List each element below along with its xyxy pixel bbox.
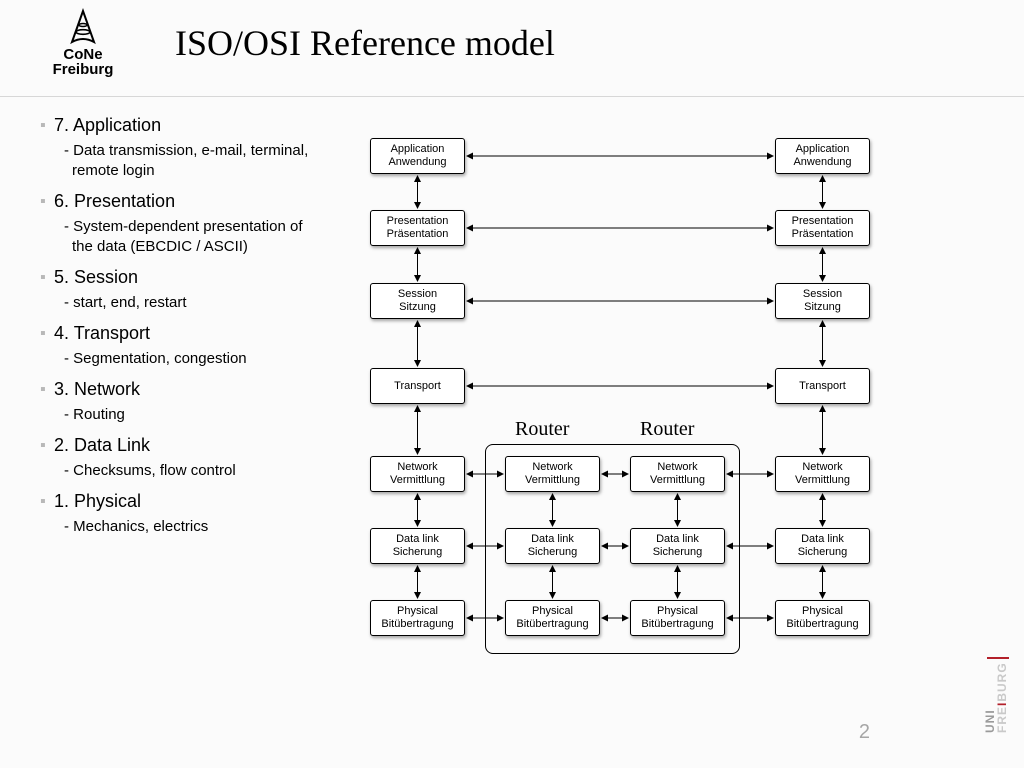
slide-title: ISO/OSI Reference model [175, 22, 555, 64]
layer-name: 2. Data Link [54, 435, 150, 455]
osi-node-phy: PhysicalBitübertragung [775, 600, 870, 636]
svg-text:FREIBURG: FREIBURG [995, 662, 1009, 733]
layer-list: ▪7. Application- Data transmission, e-ma… [40, 115, 320, 537]
layer-list-item: ▪1. Physical- Mechanics, electrics [40, 491, 320, 537]
osi-node-net: NetworkVermittlung [630, 456, 725, 492]
slide-header: CoNe Freiburg ISO/OSI Reference model [0, 0, 1024, 97]
layer-list-item: ▪6. Presentation- System-dependent prese… [40, 191, 320, 257]
layer-desc: - Data transmission, e-mail, terminal, r… [40, 141, 320, 181]
layer-desc: - Segmentation, congestion [40, 349, 320, 369]
osi-node-dl: Data linkSicherung [775, 528, 870, 564]
uni-freiburg-logo: UNI FREIBURG [984, 633, 1012, 748]
osi-node-app: ApplicationAnwendung [370, 138, 465, 174]
layer-name: 7. Application [54, 115, 161, 135]
osi-node-tran: Transport [775, 368, 870, 404]
router-label: Router [515, 418, 569, 441]
osi-diagram: Router Router ApplicationAnwendung Presenta… [350, 128, 890, 674]
osi-node-tran: Transport [370, 368, 465, 404]
layer-name: 1. Physical [54, 491, 141, 511]
layer-desc: - Routing [40, 405, 320, 425]
osi-node-dl: Data linkSicherung [370, 528, 465, 564]
osi-node-phy: PhysicalBitübertragung [505, 600, 600, 636]
osi-node-sess: SessionSitzung [775, 283, 870, 319]
cone-logo: CoNe Freiburg [38, 8, 128, 78]
layer-list-item: ▪4. Transport- Segmentation, congestion [40, 323, 320, 369]
page-number: 2 [859, 721, 870, 744]
layer-desc: - start, end, restart [40, 293, 320, 313]
osi-node-pres: PresentationPräsentation [775, 210, 870, 246]
osi-node-net: NetworkVermittlung [505, 456, 600, 492]
osi-node-phy: PhysicalBitübertragung [370, 600, 465, 636]
osi-node-dl: Data linkSicherung [505, 528, 600, 564]
layer-name: 6. Presentation [54, 191, 175, 211]
osi-node-net: NetworkVermittlung [775, 456, 870, 492]
layer-name: 4. Transport [54, 323, 150, 343]
layer-list-item: ▪3. Network- Routing [40, 379, 320, 425]
osi-node-dl: Data linkSicherung [630, 528, 725, 564]
router-label: Router [640, 418, 694, 441]
layer-name: 5. Session [54, 267, 138, 287]
layer-desc: - Checksums, flow control [40, 461, 320, 481]
osi-node-net: NetworkVermittlung [370, 456, 465, 492]
osi-node-sess: SessionSitzung [370, 283, 465, 319]
layer-list-item: ▪2. Data Link- Checksums, flow control [40, 435, 320, 481]
layer-name: 3. Network [54, 379, 140, 399]
logo-text-2: Freiburg [38, 61, 128, 78]
layer-list-item: ▪7. Application- Data transmission, e-ma… [40, 115, 320, 181]
osi-node-pres: PresentationPräsentation [370, 210, 465, 246]
osi-node-app: ApplicationAnwendung [775, 138, 870, 174]
osi-node-phy: PhysicalBitübertragung [630, 600, 725, 636]
layer-list-item: ▪5. Session- start, end, restart [40, 267, 320, 313]
layer-desc: - System-dependent presentation of the d… [40, 217, 320, 257]
layer-desc: - Mechanics, electrics [40, 517, 320, 537]
